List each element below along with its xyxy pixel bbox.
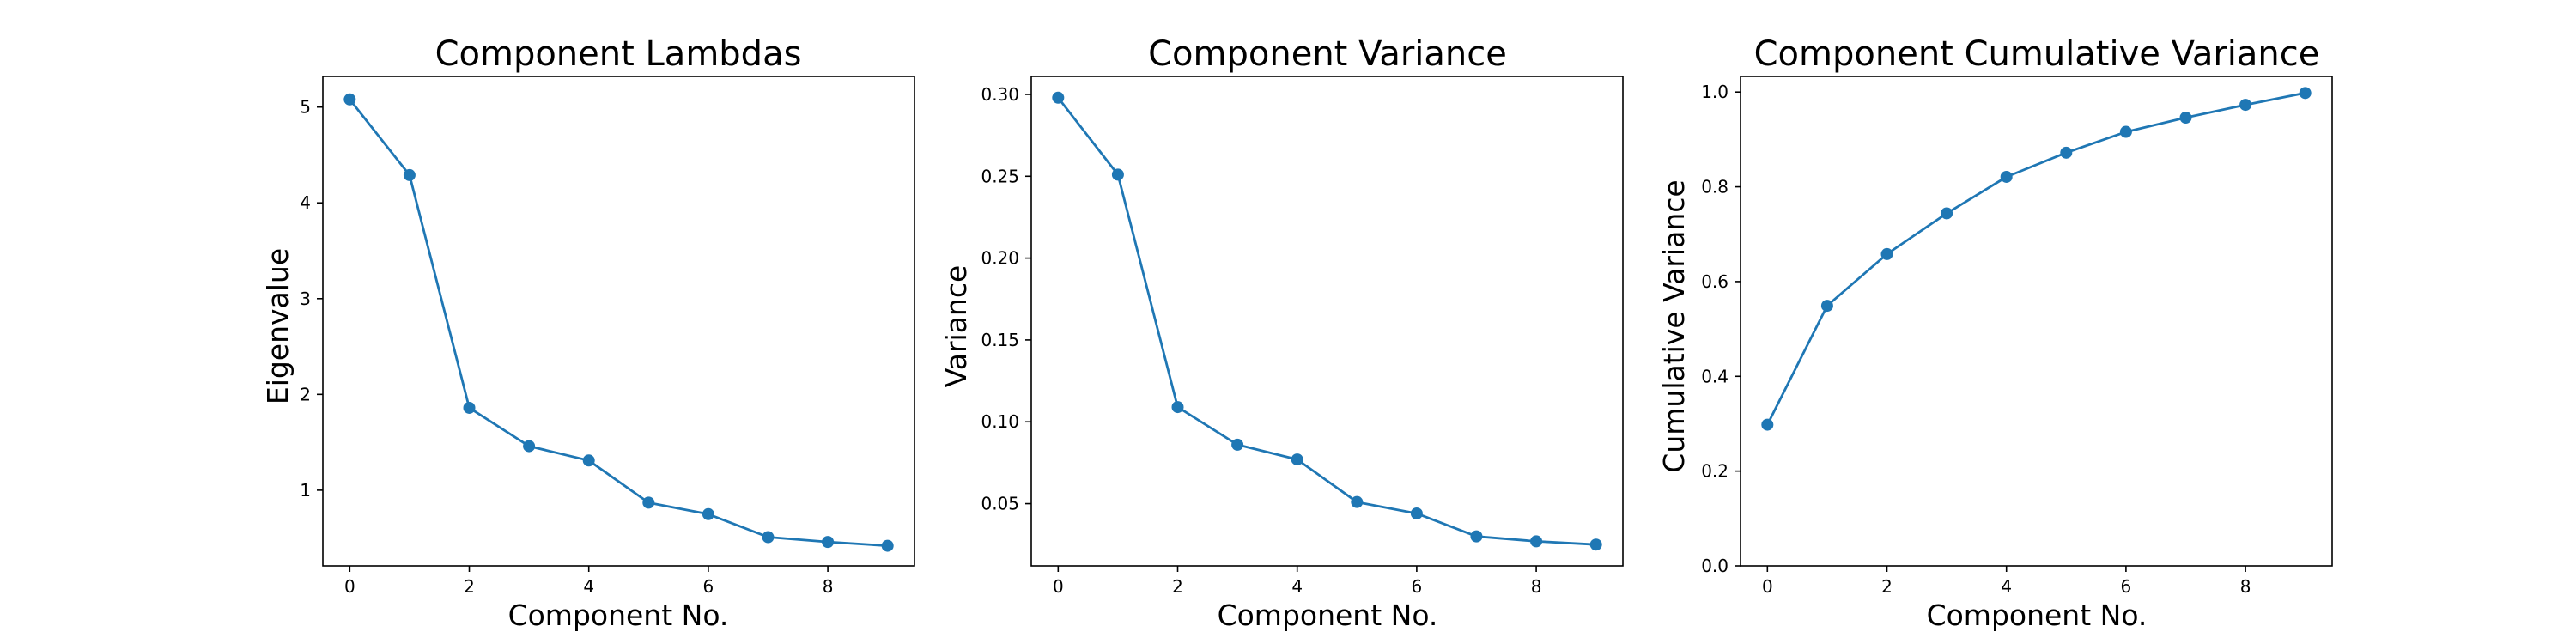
y-axis-label: Variance — [939, 265, 973, 388]
data-point — [1231, 438, 1244, 451]
data-point — [762, 531, 775, 544]
data-point — [2000, 170, 2013, 183]
chart-variance: Component Variance Component No. Varianc… — [939, 34, 1507, 632]
x-tick-label: 0 — [344, 576, 355, 597]
y-tick-label: 1.0 — [1701, 82, 1728, 102]
y-tick-label: 5 — [300, 97, 311, 118]
data-point — [2060, 146, 2073, 159]
data-point — [1470, 530, 1483, 543]
x-tick-label: 6 — [1412, 576, 1423, 597]
x-tick-label: 8 — [2240, 576, 2251, 597]
y-tick-label: 0.6 — [1701, 271, 1728, 292]
y-tick-label: 0.15 — [981, 330, 1019, 350]
chart-cumulative-variance: Component Cumulative Variance Component … — [1657, 34, 2319, 632]
series-line — [349, 98, 888, 547]
data-point — [2299, 87, 2312, 100]
y-axis-label: Eigenvalue — [261, 248, 295, 404]
x-axis-label: Component No. — [508, 598, 729, 632]
data-point — [1351, 495, 1364, 508]
y-tick-label: 0.2 — [1701, 461, 1728, 482]
x-tick-label: 6 — [2121, 576, 2132, 597]
data-point — [1941, 207, 1953, 220]
y-tick-label: 0.30 — [981, 84, 1019, 105]
axes-frame — [322, 76, 915, 567]
chart-title: Component Cumulative Variance — [1754, 34, 2320, 74]
data-point — [403, 168, 416, 181]
data-point — [1820, 300, 1833, 313]
plot-area-2: 0 2 4 6 8 0.05 0.10 0.15 0.20 0.25 0.30 — [981, 76, 1624, 597]
x-tick-label: 4 — [1291, 576, 1303, 597]
data-point — [702, 507, 714, 520]
data-point — [1880, 247, 1893, 260]
x-tick-label: 0 — [1053, 576, 1064, 597]
x-tick-label: 8 — [823, 576, 834, 597]
x-axis-label: Component No. — [1927, 598, 2148, 632]
data-point — [1530, 535, 1543, 548]
y-tick-label: 0.25 — [981, 166, 1019, 186]
chart-title: Component Lambdas — [435, 34, 802, 74]
axes-frame — [1740, 76, 2333, 567]
series-line — [1766, 91, 2306, 426]
x-axis-label: Component No. — [1218, 598, 1438, 632]
data-point — [2119, 125, 2132, 138]
data-point — [523, 440, 536, 453]
data-point — [1291, 453, 1303, 466]
x-tick-label: 4 — [583, 576, 594, 597]
x-tick-label: 6 — [703, 576, 714, 597]
y-tick-label: 2 — [300, 384, 311, 404]
data-point — [1589, 538, 1602, 551]
data-point — [1052, 91, 1065, 104]
y-axis-label: Cumulative Variance — [1657, 179, 1691, 472]
y-tick-label: 0.0 — [1701, 556, 1728, 576]
chart-title: Component Variance — [1148, 34, 1507, 74]
data-point — [1111, 168, 1124, 181]
data-point — [642, 496, 655, 509]
x-tick-label: 8 — [1531, 576, 1542, 597]
x-tick-label: 0 — [1762, 576, 1773, 597]
series-line — [1057, 96, 1596, 546]
data-point — [1410, 507, 1423, 519]
y-tick-label: 0.20 — [981, 248, 1019, 269]
y-tick-label: 0.8 — [1701, 177, 1728, 197]
data-point — [343, 93, 356, 106]
data-point — [2179, 112, 2192, 125]
data-point — [463, 401, 476, 414]
data-point — [881, 539, 894, 552]
plot-area-1: 0 2 4 6 8 1 2 3 4 5 — [300, 76, 915, 597]
chart-lambdas: Component Lambdas Component No. Eigenval… — [261, 34, 801, 632]
y-tick-label: 4 — [300, 192, 311, 213]
data-point — [1761, 418, 1774, 431]
y-tick-label: 0.10 — [981, 411, 1019, 432]
y-tick-label: 1 — [300, 480, 311, 501]
x-tick-label: 4 — [2001, 576, 2012, 597]
y-tick-label: 0.05 — [981, 494, 1019, 514]
y-tick-label: 3 — [300, 289, 311, 309]
x-tick-label: 2 — [1881, 576, 1893, 597]
y-tick-label: 0.4 — [1701, 366, 1728, 386]
data-point — [1171, 401, 1184, 414]
data-point — [582, 454, 595, 467]
axes-frame — [1030, 76, 1624, 567]
data-point — [822, 536, 835, 549]
data-point — [2239, 99, 2252, 112]
x-tick-label: 2 — [1172, 576, 1183, 597]
plot-area-3: 0 2 4 6 8 0.0 0.2 0.4 0.6 0.8 1.0 — [1701, 76, 2333, 597]
x-tick-label: 2 — [464, 576, 475, 597]
